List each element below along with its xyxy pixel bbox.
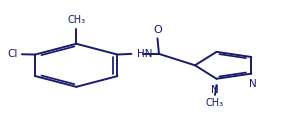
Text: HN: HN [137,49,152,59]
Text: CH₃: CH₃ [67,15,86,25]
Text: CH₃: CH₃ [206,98,224,108]
Text: Cl: Cl [7,49,18,59]
Text: N: N [211,85,219,95]
Text: O: O [154,25,162,35]
Text: N: N [249,79,257,89]
